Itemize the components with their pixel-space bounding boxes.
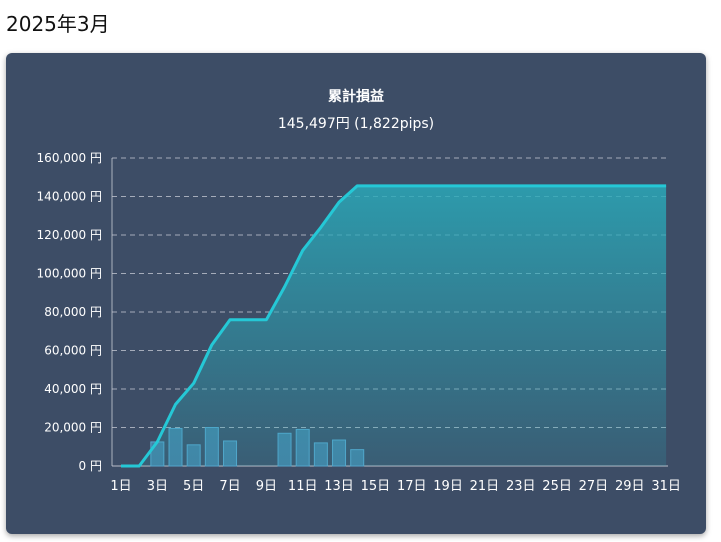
x-tick-label: 21日 — [470, 479, 500, 494]
cumulative-area-fill — [121, 185, 667, 466]
x-tick-label: 31日 — [651, 479, 681, 494]
y-tick-label: 40,000 円 — [44, 382, 102, 396]
x-tick-label: 1日 — [110, 479, 131, 494]
x-tick-label: 29日 — [615, 479, 645, 494]
chart-subtitle: 145,497円 (1,822pips) — [278, 116, 434, 132]
y-tick-label: 0 円 — [79, 459, 102, 473]
y-tick-label: 80,000 円 — [44, 305, 102, 319]
x-tick-label: 11日 — [288, 479, 318, 494]
y-tick-label: 20,000 円 — [44, 421, 102, 435]
y-tick-label: 140,000 円 — [37, 190, 102, 204]
y-tick-label: 60,000 円 — [44, 344, 102, 358]
cumulative-area — [121, 185, 667, 466]
y-tick-label: 100,000 円 — [37, 267, 102, 281]
cumulative-pnl-chart: 累計損益 145,497円 (1,822pips) 0 円 20,000 円 40,… — [37, 88, 681, 494]
x-tick-label: 9日 — [256, 479, 277, 494]
x-tick-label: 13日 — [324, 479, 354, 494]
x-tick-label: 15日 — [361, 479, 391, 494]
cumulative-line-path — [121, 184, 667, 468]
y-tick-label: 120,000 円 — [37, 228, 102, 242]
month-title: 2025年3月 — [6, 12, 110, 36]
x-tick-label: 23日 — [506, 479, 536, 494]
x-tick-label: 5日 — [183, 479, 204, 494]
x-tick-label: 25日 — [542, 479, 572, 494]
x-axis-ticks: 1日 3日 5日 7日 9日 11日 13日 15日 17日 19日 21日 23日 25日 27日 29日… — [110, 479, 681, 494]
chart-title: 累計損益 — [328, 88, 384, 105]
x-tick-label: 19日 — [433, 479, 463, 494]
x-tick-label: 3日 — [147, 479, 168, 494]
y-axis-ticks: 0 円 20,000 円 40,000 円 60,000 円 80,000 円 100,0… — [37, 151, 102, 473]
x-tick-label: 7日 — [219, 479, 240, 494]
x-tick-label: 27日 — [579, 479, 609, 494]
cumulative-line — [121, 184, 667, 468]
y-tick-label: 160,000 円 — [37, 151, 102, 165]
x-tick-label: 17日 — [397, 479, 427, 494]
chart-card: 累計損益 145,497円 (1,822pips) 0 円 20,000 円 40,… — [6, 53, 706, 534]
